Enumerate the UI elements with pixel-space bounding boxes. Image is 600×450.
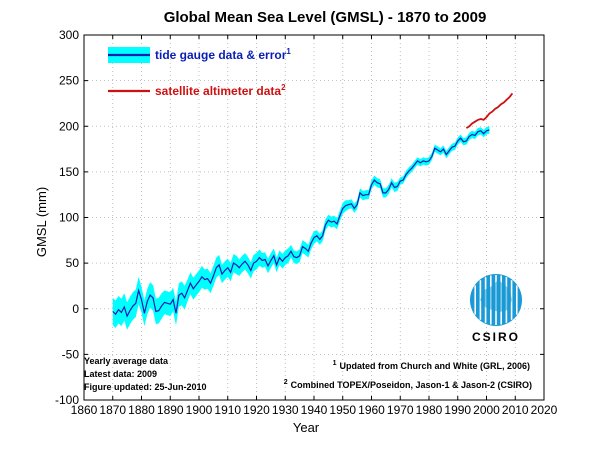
error-band-layer (112, 126, 490, 330)
x-tick-label: 2010 (502, 403, 529, 417)
tide-gauge-error-band (112, 126, 490, 330)
x-tick-label: 1900 (186, 403, 213, 417)
logo-australia-shape (480, 280, 512, 312)
y-tick-label: 150 (59, 165, 79, 179)
legend-satellite-sup: 2 (281, 83, 286, 92)
x-tick-label: 1960 (358, 403, 385, 417)
note-left-3: Figure updated: 25-Jun-2010 (84, 382, 207, 392)
satellite-altimeter-line (465, 92, 514, 129)
x-tick-label: 1860 (71, 403, 98, 417)
legend-tide-name: tide gauge data & error (155, 48, 287, 62)
notes-left: Yearly average data Latest data: 2009 Fi… (84, 356, 207, 392)
x-tick-label: 1940 (301, 403, 328, 417)
y-tick-label: 100 (59, 211, 79, 225)
gridlines (83, 34, 545, 401)
x-tick-label: 1880 (128, 403, 155, 417)
x-tick-label: 1930 (272, 403, 299, 417)
csiro-logo: CSIRO (470, 274, 522, 344)
legend-tide-sup: 1 (286, 47, 291, 56)
y-axis-label: GMSL (mm) (34, 187, 49, 257)
chart-title: Global Mean Sea Level (GMSL) - 1870 to 2… (164, 9, 487, 26)
notes-right: 1 Updated from Church and White (GRL, 200… (284, 360, 532, 390)
x-tick-label: 1920 (243, 403, 270, 417)
y-tick-label: -50 (62, 347, 80, 361)
note-left-1: Yearly average data (84, 356, 169, 366)
tide-gauge-line (112, 129, 490, 318)
note-right-2: 2 Combined TOPEX/Poseidon, Jason-1 & Jaso… (284, 379, 532, 390)
x-tick-label: 1910 (214, 403, 241, 417)
y-tick-label: 200 (59, 119, 79, 133)
x-axis-label: Year (293, 420, 320, 435)
y-tick-label: 50 (66, 256, 80, 270)
legend-tide-label: tide gauge data & error1 (155, 47, 291, 62)
y-tick-label: 300 (59, 28, 79, 42)
y-axis-ticks: -100 -50 0 50 100 150 200 250 300 (55, 28, 544, 407)
series-line-layer (112, 92, 514, 318)
y-tick-label: 250 (59, 74, 79, 88)
y-tick-label: -100 (55, 393, 79, 407)
note-right-1: 1 Updated from Church and White (GRL, 200… (333, 360, 530, 371)
x-axis-ticks: 1860 1870 1880 1890 1900 1910 1920 1930 1940 1950… (71, 35, 558, 417)
legend-satellite-label: satellite altimeter data2 (155, 83, 286, 98)
x-tick-label: 1890 (157, 403, 184, 417)
note-left-2: Latest data: 2009 (84, 369, 157, 379)
logo-text: CSIRO (472, 330, 520, 344)
note-right-2-text: Combined TOPEX/Poseidon, Jason-1 & Jason… (291, 380, 532, 390)
x-tick-label: 2020 (531, 403, 558, 417)
y-tick-label: 0 (72, 302, 79, 316)
note-right-1-text: Updated from Church and White (GRL, 2006… (339, 361, 530, 371)
legend-satellite-name: satellite altimeter data (155, 84, 281, 98)
x-tick-label: 2000 (473, 403, 500, 417)
legend: tide gauge data & error1 satellite altim… (108, 47, 291, 98)
x-tick-label: 1980 (416, 403, 443, 417)
x-tick-label: 1950 (329, 403, 356, 417)
note-right-1-sup: 1 (333, 360, 337, 367)
x-tick-label: 1990 (444, 403, 471, 417)
x-tick-label: 1970 (387, 403, 414, 417)
note-right-2-sup: 2 (284, 379, 288, 386)
x-tick-label: 1870 (99, 403, 126, 417)
